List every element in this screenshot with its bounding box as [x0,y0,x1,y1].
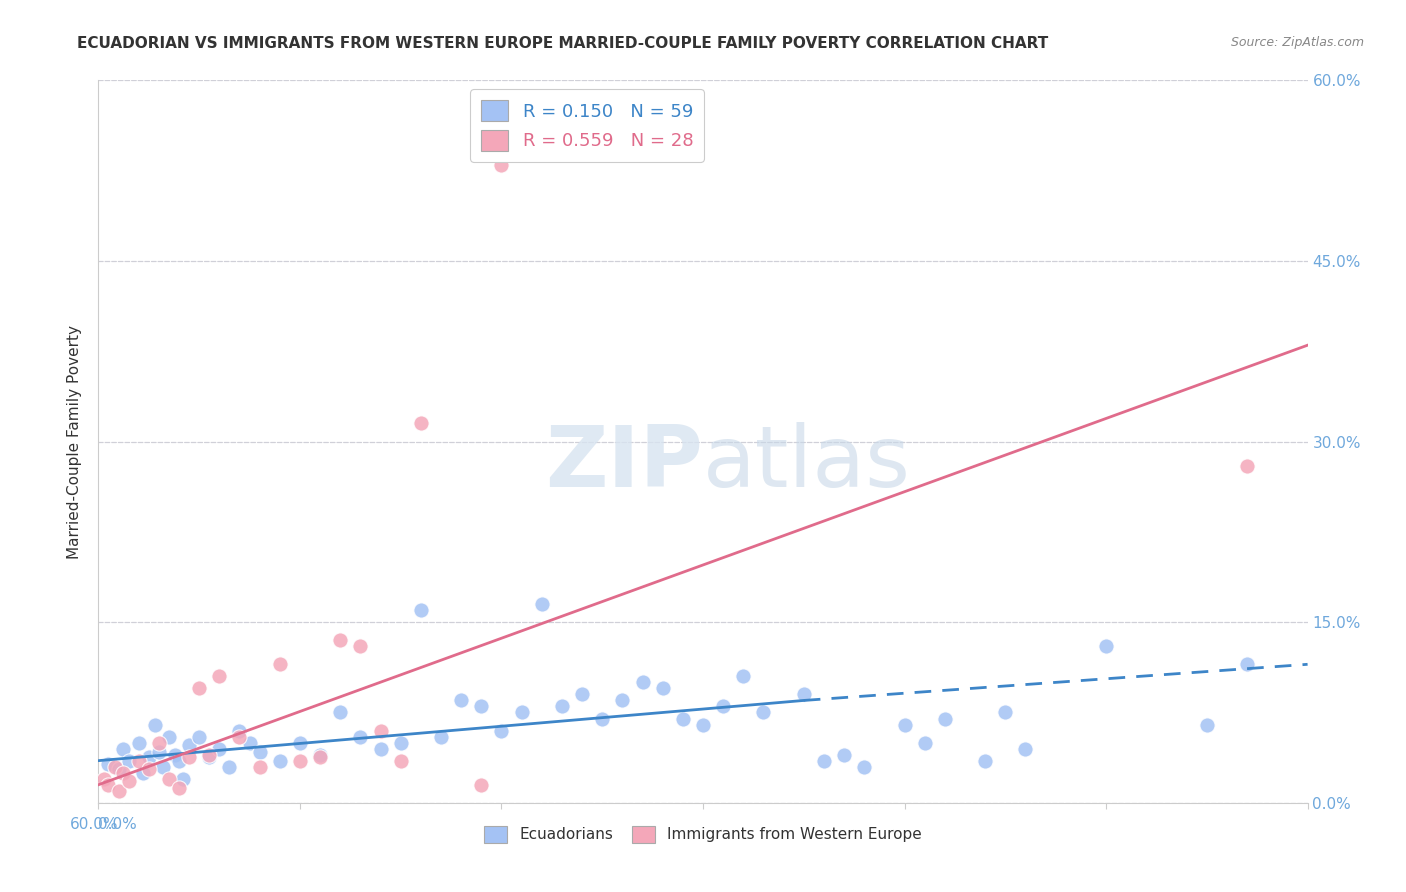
Point [1236,657,1258,672]
Point [510,706,533,720]
Point [118,774,141,789]
Point [1014,741,1036,756]
Text: atlas: atlas [703,422,911,505]
Point [103,760,125,774]
Point [167,754,190,768]
Point [163,747,186,762]
Point [551,699,574,714]
Point [470,778,492,792]
Point [198,747,221,762]
Point [711,699,734,714]
Point [651,681,673,696]
Point [853,760,876,774]
Point [612,693,634,707]
Text: ZIP: ZIP [546,422,703,505]
Text: 60.0%: 60.0% [70,817,118,832]
Point [349,639,371,653]
Point [389,754,412,768]
Point [188,730,211,744]
Point [118,754,141,768]
Point [370,741,392,756]
Point [132,765,155,780]
Point [228,730,250,744]
Y-axis label: Married-Couple Family Poverty: Married-Couple Family Poverty [67,325,83,558]
Point [491,157,513,171]
Point [138,750,160,764]
Point [934,712,956,726]
Point [111,765,134,780]
Point [269,657,291,672]
Point [239,735,262,749]
Point [1236,458,1258,473]
Point [409,417,432,431]
Point [148,745,170,759]
Point [591,712,613,726]
Point [692,717,714,731]
Point [128,754,150,768]
Point [97,757,120,772]
Legend: Ecuadorians, Immigrants from Western Europe: Ecuadorians, Immigrants from Western Eur… [478,820,928,849]
Point [179,750,201,764]
Point [329,633,352,648]
Point [228,723,250,738]
Point [309,747,332,762]
Text: 0.0%: 0.0% [98,817,138,832]
Point [974,754,997,768]
Point [1095,639,1118,653]
Point [288,754,311,768]
Point [672,712,695,726]
Point [349,730,371,744]
Point [249,760,271,774]
Point [430,730,453,744]
Point [389,735,412,749]
Point [914,735,936,749]
Point [208,741,231,756]
Point [813,754,835,768]
Point [370,723,392,738]
Point [128,735,150,749]
Point [111,741,134,756]
Point [208,669,231,683]
Point [167,781,190,796]
Text: ECUADORIAN VS IMMIGRANTS FROM WESTERN EUROPE MARRIED-COUPLE FAMILY POVERTY CORRE: ECUADORIAN VS IMMIGRANTS FROM WESTERN EU… [77,36,1049,51]
Point [157,772,180,786]
Point [152,760,174,774]
Point [994,706,1017,720]
Point [148,735,170,749]
Point [409,603,432,617]
Point [93,772,115,786]
Point [157,730,180,744]
Point [179,738,201,752]
Point [107,784,129,798]
Point [138,762,160,776]
Point [269,754,291,768]
Point [172,772,194,786]
Point [198,750,221,764]
Point [893,717,915,731]
Point [631,675,654,690]
Point [143,717,166,731]
Point [97,778,120,792]
Point [793,687,815,701]
Point [288,735,311,749]
Point [249,745,271,759]
Point [329,706,352,720]
Point [218,760,240,774]
Point [450,693,472,707]
Point [530,597,553,611]
Point [470,699,492,714]
Point [733,669,755,683]
Point [309,750,332,764]
Point [752,706,775,720]
Text: Source: ZipAtlas.com: Source: ZipAtlas.com [1230,36,1364,49]
Point [107,762,129,776]
Point [188,681,211,696]
Point [571,687,593,701]
Point [491,723,513,738]
Point [832,747,855,762]
Point [1195,717,1218,731]
